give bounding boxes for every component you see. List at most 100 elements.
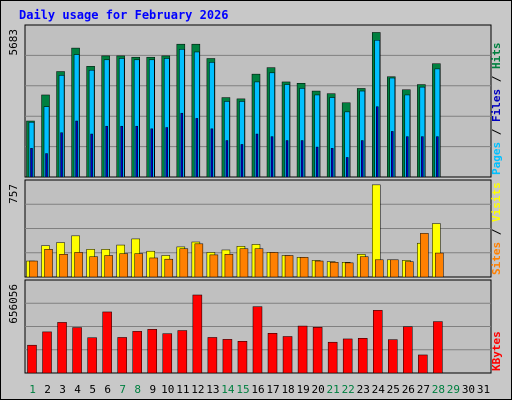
chart-title: Daily usage for February 2026 [19, 8, 229, 22]
panel-1: 5683 Pages / Files / Hits [7, 24, 503, 178]
bar-pages-day-15 [240, 144, 244, 178]
bar-kbytes-day-22 [342, 338, 353, 374]
bar-pages-day-12 [195, 118, 199, 178]
bar-sites-day-24 [374, 259, 384, 278]
day-label: 10 [161, 383, 174, 396]
bar-pages-day-13 [210, 128, 214, 178]
bar-sites-day-19 [299, 257, 309, 278]
day-label: 15 [236, 383, 249, 396]
bar-sites-day-16 [254, 248, 264, 278]
bar-kbytes-day-13 [207, 337, 218, 374]
bar-sites-day-7 [119, 253, 128, 278]
day-label: 12 [191, 383, 204, 396]
legend-entry: / [490, 222, 503, 242]
bar-pages-day-28 [436, 136, 439, 178]
day-label: 19 [296, 383, 309, 396]
bar-sites-day-12 [194, 243, 204, 278]
day-label: 4 [74, 383, 81, 396]
bar-kbytes-day-1 [27, 344, 37, 374]
legend-entry: Hits [490, 43, 503, 70]
bar-sites-day-9 [149, 257, 159, 278]
bar-kbytes-day-19 [297, 325, 308, 374]
day-label: 16 [251, 383, 264, 396]
y-max-label: 5683 [7, 29, 20, 56]
bar-pages-day-20 [315, 146, 319, 178]
bar-sites-day-10 [164, 258, 174, 278]
legend-entry: Visits [490, 182, 503, 222]
bar-pages-day-11 [180, 112, 184, 178]
legend-entry: / [490, 122, 503, 142]
bar-pages-day-6 [105, 125, 108, 178]
day-label: 2 [44, 383, 51, 396]
bar-kbytes-day-16 [252, 306, 263, 374]
bar-kbytes-day-3 [57, 322, 67, 374]
day-label: 5 [89, 383, 96, 396]
bar-sites-day-26 [405, 261, 414, 278]
bar-kbytes-day-24 [372, 310, 383, 374]
x-axis-day-labels: 1 2 3 4 5 6 7 8 9 10 11 12 13 14 15 16 17 18 19 20 21 22 23 24 2… [29, 383, 490, 396]
bar-sites-day-4 [74, 252, 83, 278]
bar-kbytes-day-8 [132, 331, 142, 374]
bar-pages-day-23 [360, 140, 364, 178]
bar-kbytes-day-2 [42, 331, 52, 374]
panel-3: 656056 KBytes [7, 279, 503, 374]
bar-kbytes-day-5 [87, 337, 97, 374]
day-label: 23 [357, 383, 370, 396]
bar-pages-day-18 [285, 140, 289, 178]
bar-kbytes-day-10 [162, 333, 173, 374]
bar-kbytes-day-26 [403, 326, 413, 374]
bar-sites-day-17 [269, 252, 279, 278]
bar-sites-day-15 [239, 248, 249, 278]
day-label: 28 [432, 383, 445, 396]
bar-pages-day-4 [75, 120, 78, 178]
bar-kbytes-day-18 [282, 336, 293, 374]
day-label: 14 [221, 383, 235, 396]
series-legend: Pages / Files / Hits [490, 43, 503, 176]
bar-sites-day-13 [209, 254, 219, 278]
bars [27, 294, 443, 374]
day-label: 22 [342, 383, 355, 396]
series-legend: KBytes [490, 331, 503, 371]
bar-sites-day-2 [44, 249, 53, 278]
day-label: 13 [206, 383, 219, 396]
day-label: 27 [417, 383, 430, 396]
legend-entry: Pages [490, 142, 503, 175]
bar-sites-day-22 [344, 262, 354, 278]
legend-entry: Files [490, 89, 503, 122]
bar-pages-day-3 [60, 132, 63, 178]
bar-kbytes-day-25 [388, 339, 398, 374]
y-max-label: 757 [7, 184, 20, 204]
bar-sites-day-21 [329, 262, 339, 278]
bar-pages-day-8 [135, 125, 138, 178]
bar-sites-day-28 [435, 252, 444, 278]
day-label: 20 [312, 383, 325, 396]
legend-entry: Sites [490, 242, 503, 275]
day-label: 31 [477, 383, 490, 396]
bar-pages-day-24 [375, 106, 379, 178]
bar-pages-day-10 [165, 127, 169, 178]
bar-pages-day-1 [30, 148, 33, 178]
bar-sites-day-27 [420, 233, 429, 278]
day-label: 21 [327, 383, 340, 396]
bar-kbytes-day-28 [433, 321, 443, 374]
bar-kbytes-day-20 [312, 327, 323, 374]
bar-kbytes-day-9 [147, 329, 158, 374]
bar-kbytes-day-4 [72, 327, 82, 374]
day-label: 29 [447, 383, 460, 396]
bar-pages-day-25 [391, 131, 394, 178]
bar-sites-day-1 [29, 260, 38, 278]
bar-kbytes-day-11 [177, 330, 188, 374]
bar-pages-day-7 [120, 125, 123, 178]
bar-pages-day-26 [406, 136, 409, 178]
bar-pages-day-14 [225, 140, 229, 178]
day-label: 6 [104, 383, 111, 396]
day-label: 26 [402, 383, 415, 396]
bar-sites-day-6 [104, 255, 113, 278]
legend-entry: KBytes [490, 331, 503, 371]
bar-kbytes-day-6 [102, 311, 112, 374]
series-legend: Sites / Visits [490, 182, 503, 275]
day-label: 8 [134, 383, 141, 396]
bar-pages-day-16 [255, 133, 259, 178]
panel-2: 757 Sites / Visits [7, 179, 503, 278]
